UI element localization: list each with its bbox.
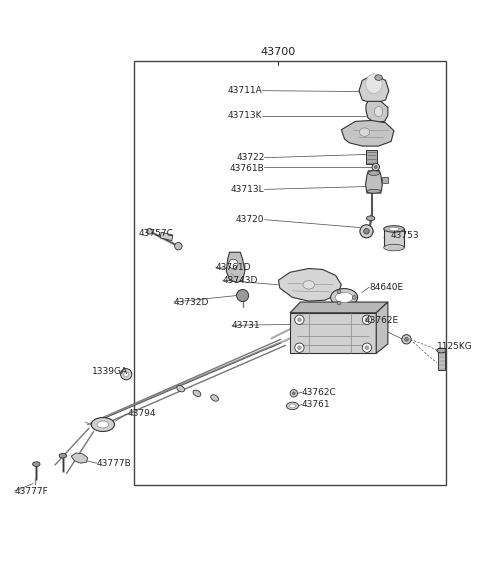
Text: 43722: 43722 [236,153,264,162]
Text: 43761: 43761 [302,400,330,409]
Polygon shape [160,232,173,241]
Ellipse shape [289,404,296,408]
Circle shape [365,318,369,321]
Ellipse shape [367,189,381,193]
Ellipse shape [91,418,115,432]
Text: 84640E: 84640E [369,282,403,292]
Circle shape [295,315,304,324]
Ellipse shape [360,128,370,136]
Text: 43777F: 43777F [14,486,48,496]
Circle shape [374,166,377,168]
Text: 43777B: 43777B [97,459,132,468]
Ellipse shape [59,453,67,458]
Text: 1339GA: 1339GA [92,367,128,376]
Circle shape [237,289,249,302]
Text: 43762C: 43762C [302,388,336,397]
Circle shape [147,228,152,234]
Ellipse shape [193,390,201,397]
Polygon shape [290,313,376,353]
Bar [382,177,388,183]
Circle shape [290,390,298,397]
Ellipse shape [374,106,383,117]
Circle shape [362,343,372,353]
Ellipse shape [437,348,446,353]
Text: 1125KG: 1125KG [437,342,472,351]
Ellipse shape [384,225,404,232]
Polygon shape [290,302,388,313]
Text: 43757C: 43757C [139,229,174,238]
Circle shape [124,372,129,376]
Ellipse shape [287,402,299,410]
Polygon shape [366,171,382,193]
Text: 43761D: 43761D [216,263,251,272]
Circle shape [292,392,295,395]
Circle shape [364,228,369,234]
Ellipse shape [366,216,375,220]
Circle shape [298,318,301,321]
Ellipse shape [389,227,399,231]
Text: 43713L: 43713L [231,185,264,194]
Circle shape [372,163,380,171]
Text: 43713K: 43713K [228,111,262,120]
Text: 43762E: 43762E [365,316,399,325]
Polygon shape [226,252,245,282]
Ellipse shape [368,171,380,175]
Ellipse shape [331,289,358,306]
Polygon shape [359,75,389,104]
Bar [438,350,445,370]
Bar [366,150,377,164]
Text: 43720: 43720 [236,215,264,224]
Text: 43731: 43731 [232,321,261,330]
Circle shape [362,315,372,324]
Bar [134,62,446,485]
Circle shape [360,225,373,238]
Text: 43711A: 43711A [228,86,262,95]
Ellipse shape [33,462,40,467]
Ellipse shape [335,292,353,302]
Circle shape [337,301,341,305]
Text: 43761B: 43761B [230,164,264,173]
Circle shape [295,343,304,353]
Text: 43732D: 43732D [174,298,209,307]
Circle shape [405,337,408,341]
Polygon shape [341,120,394,146]
Polygon shape [376,302,388,353]
Ellipse shape [97,421,109,428]
Ellipse shape [366,74,382,93]
Ellipse shape [375,75,382,80]
Circle shape [298,346,301,350]
Circle shape [352,295,356,299]
Ellipse shape [211,395,218,401]
Circle shape [228,259,238,268]
Text: 43700: 43700 [261,47,296,56]
Ellipse shape [303,281,314,289]
Text: 43743D: 43743D [223,276,258,285]
Text: 43794: 43794 [127,409,156,418]
Ellipse shape [384,244,404,251]
Circle shape [120,368,132,380]
Bar [384,229,404,247]
Circle shape [365,346,369,350]
Ellipse shape [177,385,184,392]
Circle shape [337,290,341,294]
Polygon shape [278,268,341,301]
Circle shape [175,242,182,250]
Polygon shape [71,453,87,463]
Circle shape [402,334,411,344]
Text: 43753: 43753 [390,232,419,241]
Polygon shape [366,101,388,122]
